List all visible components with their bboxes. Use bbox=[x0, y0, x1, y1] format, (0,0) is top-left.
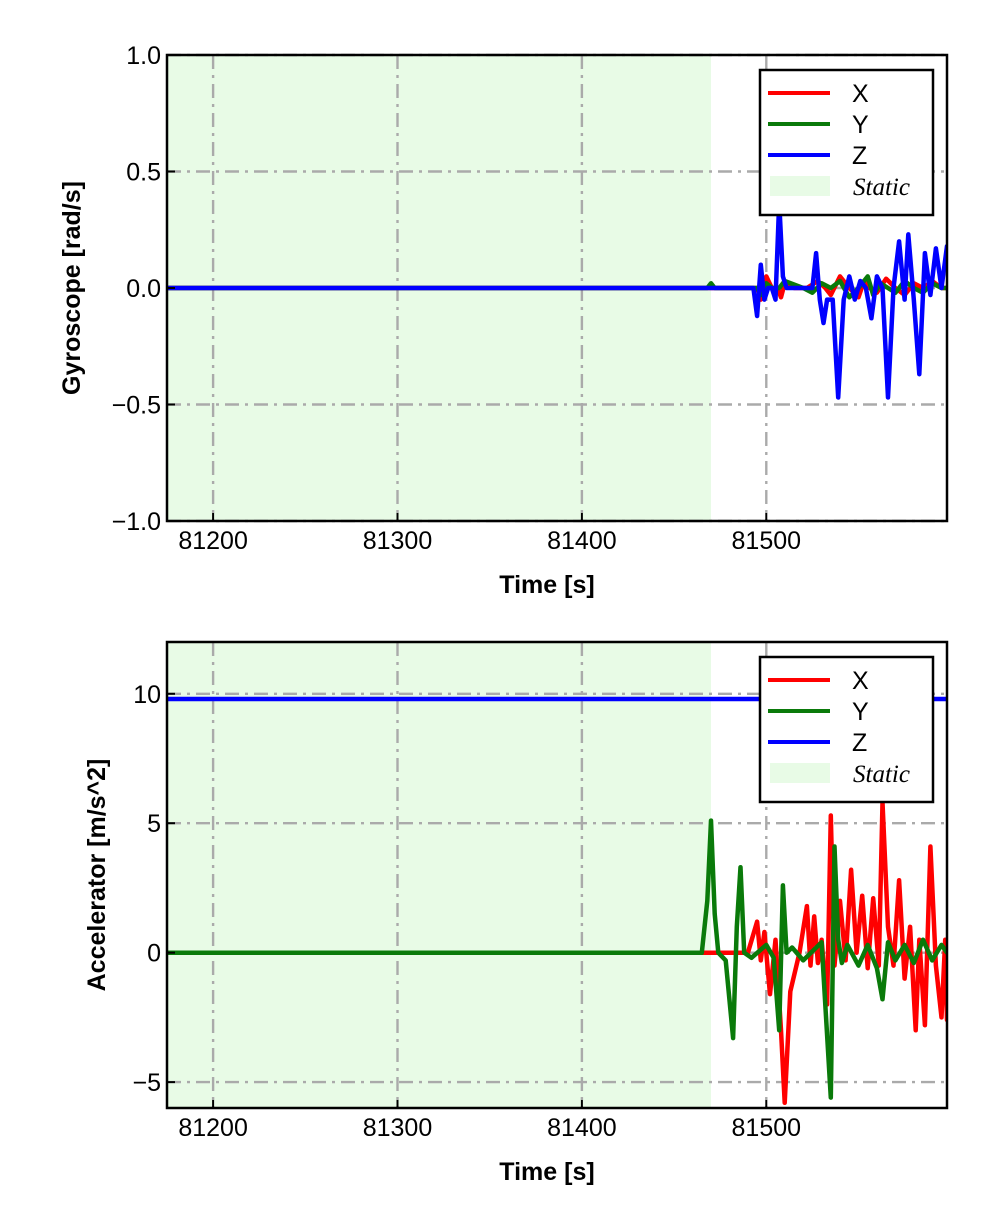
y-tick-label: −0.5 bbox=[112, 392, 161, 420]
gyroscope-panel: 81200 81300 81400 81500 −1.0 −0.5 0.0 0.5 1.0 Tim… bbox=[58, 42, 949, 599]
legend-label-static: Static bbox=[853, 761, 910, 788]
series-line-z bbox=[167, 199, 947, 400]
legend-label-x: X bbox=[852, 667, 869, 695]
legend-label-z: Z bbox=[852, 142, 867, 170]
y-tick-label: 0.5 bbox=[126, 159, 161, 187]
y-tick-label: 0.0 bbox=[126, 275, 161, 303]
x-axis-title: Time [s] bbox=[499, 571, 594, 599]
legend-label-y: Y bbox=[852, 698, 869, 726]
x-tick-label: 81300 bbox=[363, 527, 433, 555]
x-tick-label: 81200 bbox=[178, 527, 248, 555]
y-tick-label: 10 bbox=[133, 681, 161, 709]
legend: XYZ Static bbox=[758, 655, 935, 804]
static-region bbox=[167, 642, 711, 1108]
y-tick-label: 0 bbox=[147, 940, 161, 968]
y-tick-label: 1.0 bbox=[126, 42, 161, 70]
legend: XYZ Static bbox=[758, 68, 935, 217]
series-line-y bbox=[167, 818, 947, 1100]
x-tick-label: 81200 bbox=[178, 1114, 248, 1142]
axes-frame bbox=[165, 640, 949, 1110]
x-tick-label: 81400 bbox=[547, 527, 617, 555]
legend-label-static: Static bbox=[853, 174, 910, 201]
legend-swatch-static bbox=[770, 763, 830, 783]
x-tick-label: 81400 bbox=[547, 1114, 617, 1142]
y-axis-title: Gyroscope [rad/s] bbox=[58, 181, 86, 395]
y-tick-label: −5 bbox=[132, 1069, 161, 1097]
y-axis-title: Accelerator [m/s^2] bbox=[83, 759, 111, 992]
x-tick-label: 81500 bbox=[732, 527, 802, 555]
series-group bbox=[167, 199, 947, 400]
x-tick-label: 81300 bbox=[363, 1114, 433, 1142]
x-axis-title: Time [s] bbox=[499, 1158, 594, 1186]
legend-swatch-static bbox=[770, 176, 830, 196]
legend-label-z: Z bbox=[852, 729, 867, 757]
y-tick-label: −1.0 bbox=[112, 508, 161, 536]
y-tick-label: 5 bbox=[147, 810, 161, 838]
x-tick-label: 81500 bbox=[732, 1114, 802, 1142]
accelerometer-panel: 81200 81300 81400 81500 −5 0 5 10 Time [s] Accele… bbox=[83, 640, 949, 1186]
legend-label-y: Y bbox=[852, 111, 869, 139]
legend-label-x: X bbox=[852, 80, 869, 108]
